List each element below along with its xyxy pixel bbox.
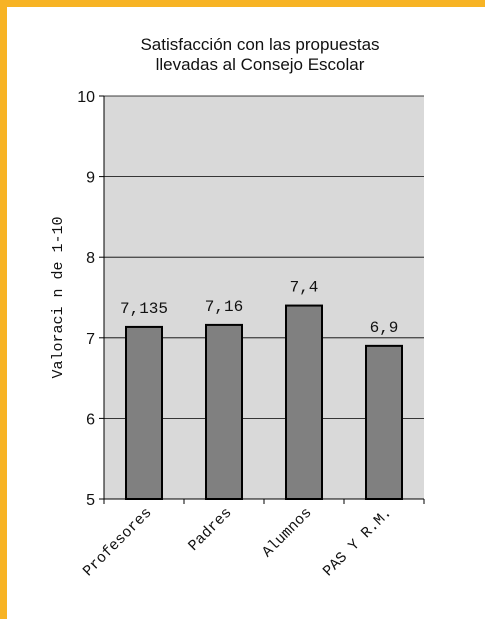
chart-title-line-2: llevadas al Consejo Escolar xyxy=(155,55,365,74)
data-label: 7,4 xyxy=(290,279,319,297)
chart-title-line-1: Satisfacción con las propuestas xyxy=(140,35,380,54)
x-tick-label: PAS Y R.M. xyxy=(320,505,396,581)
y-tick-label: 6 xyxy=(86,411,95,428)
chart-title: Satisfacción con las propuestas llevadas… xyxy=(60,35,460,75)
accent-left-border xyxy=(0,0,7,619)
y-tick-label: 8 xyxy=(86,250,95,267)
data-label: 6,9 xyxy=(370,319,399,337)
y-tick-label: 7 xyxy=(86,331,95,348)
bars xyxy=(125,304,403,500)
x-tick-label: Alumnos xyxy=(259,505,316,562)
y-axis-label: Valoraci n de 1-10 xyxy=(50,216,67,378)
y-tick-label: 9 xyxy=(86,170,95,187)
y-tick-label: 5 xyxy=(86,492,95,509)
bar-padres xyxy=(205,323,243,500)
y-tick-label: 10 xyxy=(77,89,95,106)
bar-profesores xyxy=(125,325,163,500)
accent-top-border xyxy=(0,0,485,7)
x-tick-label: Profesores xyxy=(80,505,156,581)
data-label: 7,135 xyxy=(120,300,168,318)
data-label: 7,16 xyxy=(205,298,243,316)
bar-alumnos xyxy=(285,304,323,500)
bar-pas-y-r-m xyxy=(365,344,403,500)
x-tick-label: Padres xyxy=(185,505,235,555)
